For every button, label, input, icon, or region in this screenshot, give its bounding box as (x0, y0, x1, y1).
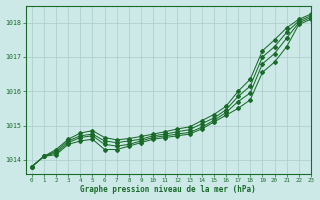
X-axis label: Graphe pression niveau de la mer (hPa): Graphe pression niveau de la mer (hPa) (80, 185, 256, 194)
